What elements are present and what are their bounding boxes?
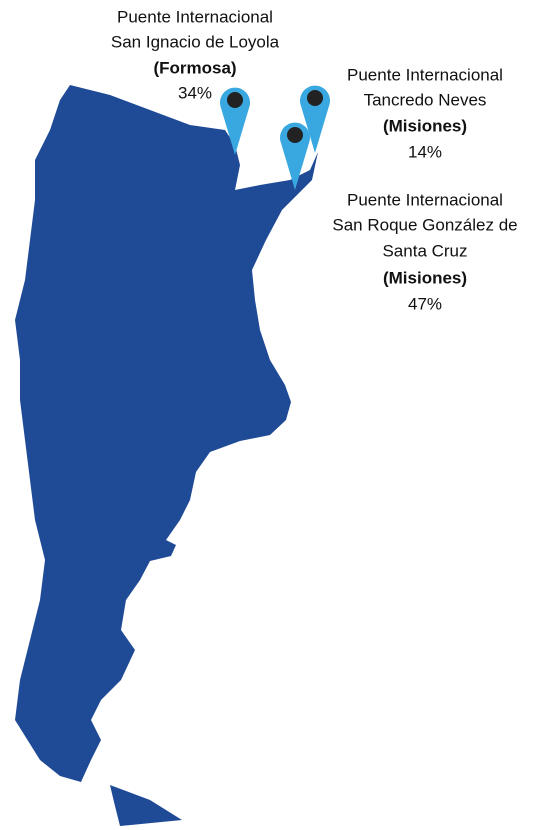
pin-dot	[227, 92, 243, 108]
marker-name: Puente Internacional	[347, 65, 503, 84]
pin	[300, 85, 330, 153]
marker-name: Puente Internacional	[117, 7, 273, 26]
marker-share: 14%	[408, 142, 442, 161]
tierra-del-fuego	[110, 785, 182, 826]
marker-province: (Misiones)	[383, 116, 467, 135]
pin-dot	[307, 90, 323, 106]
marker-name: Tancredo Neves	[364, 90, 487, 109]
marker-name: Santa Cruz	[382, 241, 467, 260]
pin	[220, 87, 250, 155]
marker-province: (Formosa)	[153, 58, 236, 77]
marker-name: San Ignacio de Loyola	[111, 32, 280, 51]
pin-body	[280, 122, 310, 190]
argentina-shape	[15, 85, 318, 782]
pin-body	[300, 85, 330, 153]
marker-name: Puente Internacional	[347, 190, 503, 209]
pin-dot	[287, 127, 303, 143]
pin-body	[220, 87, 250, 155]
marker-province: (Misiones)	[383, 268, 467, 287]
marker-share: 34%	[178, 83, 212, 102]
marker-name: San Roque González de	[332, 215, 517, 234]
marker-share: 47%	[408, 294, 442, 313]
pin	[280, 122, 310, 190]
